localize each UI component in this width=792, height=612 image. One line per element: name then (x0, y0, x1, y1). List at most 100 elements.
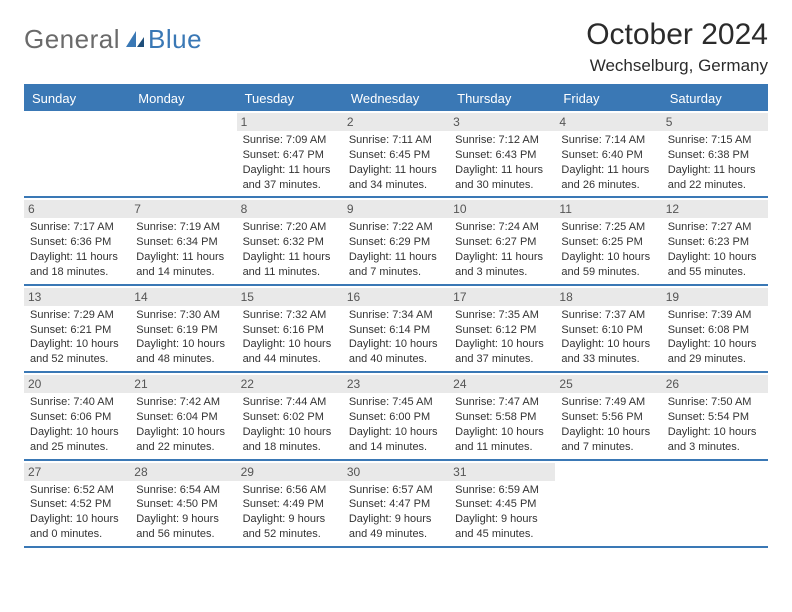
day-cell (555, 461, 661, 546)
info-line: and 7 minutes. (561, 440, 655, 455)
day-info: Sunrise: 7:42 AMSunset: 6:04 PMDaylight:… (136, 395, 230, 454)
day-number: 18 (555, 288, 661, 306)
day-number: 31 (449, 463, 555, 481)
day-cell: 16 Sunrise: 7:34 AMSunset: 6:14 PMDayligh… (343, 286, 449, 371)
info-line: Sunset: 6:47 PM (243, 148, 337, 163)
day-cell: 24Sunrise: 7:47 AMSunset: 5:58 PMDayligh… (449, 373, 555, 458)
info-line: Sunrise: 6:54 AM (136, 483, 230, 498)
info-line: and 3 minutes. (668, 440, 762, 455)
info-line: Sunrise: 7:49 AM (561, 395, 655, 410)
page-title: October 2024 (586, 18, 768, 52)
day-number: 2 (343, 113, 449, 131)
info-line: Daylight: 10 hours (30, 425, 124, 440)
logo-sail-icon (124, 29, 146, 51)
info-line: Sunrise: 7:24 AM (455, 220, 549, 235)
day-info: Sunrise: 7:35 AMSunset: 6:12 PMDaylight:… (455, 308, 549, 367)
info-line: Sunset: 4:45 PM (455, 497, 549, 512)
day-info: Sunrise: 7:49 AMSunset: 5:56 PMDaylight:… (561, 395, 655, 454)
day-number: 20 (24, 375, 130, 393)
day-number: 7 (130, 200, 236, 218)
dow-monday: Monday (130, 86, 236, 111)
info-line: Sunrise: 7:35 AM (455, 308, 549, 323)
info-line: and 56 minutes. (136, 527, 230, 542)
day-info: Sunrise: 7:17 AMSunset: 6:36 PMDaylight:… (30, 220, 124, 279)
day-info: Sunrise: 6:56 AMSunset: 4:49 PMDaylight:… (243, 483, 337, 542)
info-line: Daylight: 9 hours (455, 512, 549, 527)
day-number: 14 (130, 288, 236, 306)
day-cell (662, 461, 768, 546)
day-info: Sunrise: 7:19 AMSunset: 6:34 PMDaylight:… (136, 220, 230, 279)
day-info: Sunrise: 6:54 AMSunset: 4:50 PMDaylight:… (136, 483, 230, 542)
info-line: Daylight: 11 hours (349, 163, 443, 178)
day-info: Sunrise: 7:30 AMSunset: 6:19 PMDaylight:… (136, 308, 230, 367)
day-cell: 14 Sunrise: 7:30 AMSunset: 6:19 PMDayligh… (130, 286, 236, 371)
info-line: Daylight: 10 hours (668, 425, 762, 440)
info-line: and 22 minutes. (668, 178, 762, 193)
info-line: and 48 minutes. (136, 352, 230, 367)
day-cell: 28 Sunrise: 6:54 AMSunset: 4:50 PMDayligh… (130, 461, 236, 546)
dow-thursday: Thursday (449, 86, 555, 111)
info-line: and 18 minutes. (30, 265, 124, 280)
day-number: 22 (237, 375, 343, 393)
day-info: Sunrise: 7:29 AMSunset: 6:21 PMDaylight:… (30, 308, 124, 367)
day-number: 10 (449, 200, 555, 218)
info-line: Sunset: 6:34 PM (136, 235, 230, 250)
info-line: and 40 minutes. (349, 352, 443, 367)
info-line: Sunset: 6:32 PM (243, 235, 337, 250)
day-number: 12 (662, 200, 768, 218)
day-cell: 27Sunrise: 6:52 AMSunset: 4:52 PMDayligh… (24, 461, 130, 546)
day-number: 17 (449, 288, 555, 306)
info-line: Daylight: 11 hours (243, 163, 337, 178)
info-line: Sunset: 5:54 PM (668, 410, 762, 425)
day-info: Sunrise: 7:37 AMSunset: 6:10 PMDaylight:… (561, 308, 655, 367)
info-line: Sunset: 6:27 PM (455, 235, 549, 250)
day-number: 16 (343, 288, 449, 306)
day-info: Sunrise: 7:15 AMSunset: 6:38 PMDaylight:… (668, 133, 762, 192)
info-line: Sunset: 6:21 PM (30, 323, 124, 338)
day-cell: 18 Sunrise: 7:37 AMSunset: 6:10 PMDayligh… (555, 286, 661, 371)
info-line: and 33 minutes. (561, 352, 655, 367)
day-number: 8 (237, 200, 343, 218)
day-cell: 25 Sunrise: 7:49 AMSunset: 5:56 PMDayligh… (555, 373, 661, 458)
info-line: Sunset: 6:38 PM (668, 148, 762, 163)
day-info: Sunrise: 7:25 AMSunset: 6:25 PMDaylight:… (561, 220, 655, 279)
day-cell: 30Sunrise: 6:57 AMSunset: 4:47 PMDayligh… (343, 461, 449, 546)
info-line: and 26 minutes. (561, 178, 655, 193)
info-line: Sunset: 6:29 PM (349, 235, 443, 250)
day-cell: 5Sunrise: 7:15 AMSunset: 6:38 PMDaylight… (662, 111, 768, 196)
info-line: Daylight: 11 hours (136, 250, 230, 265)
day-cell: 19Sunrise: 7:39 AMSunset: 6:08 PMDayligh… (662, 286, 768, 371)
day-info: Sunrise: 6:52 AMSunset: 4:52 PMDaylight:… (30, 483, 124, 542)
info-line: Daylight: 9 hours (349, 512, 443, 527)
weeks-container: 1Sunrise: 7:09 AMSunset: 6:47 PMDaylight… (24, 111, 768, 548)
day-cell: 7 Sunrise: 7:19 AMSunset: 6:34 PMDaylight… (130, 198, 236, 283)
info-line: and 25 minutes. (30, 440, 124, 455)
day-number: 28 (130, 463, 236, 481)
day-cell: 21Sunrise: 7:42 AMSunset: 6:04 PMDayligh… (130, 373, 236, 458)
day-number: 25 (555, 375, 661, 393)
day-info: Sunrise: 7:44 AMSunset: 6:02 PMDaylight:… (243, 395, 337, 454)
dow-sunday: Sunday (24, 86, 130, 111)
day-info: Sunrise: 6:57 AMSunset: 4:47 PMDaylight:… (349, 483, 443, 542)
day-info: Sunrise: 7:24 AMSunset: 6:27 PMDaylight:… (455, 220, 549, 279)
info-line: Sunset: 5:58 PM (455, 410, 549, 425)
info-line: Daylight: 11 hours (455, 163, 549, 178)
info-line: Sunrise: 7:14 AM (561, 133, 655, 148)
info-line: Daylight: 10 hours (136, 425, 230, 440)
info-line: Daylight: 10 hours (349, 425, 443, 440)
info-line: and 45 minutes. (455, 527, 549, 542)
day-cell: 6Sunrise: 7:17 AMSunset: 6:36 PMDaylight… (24, 198, 130, 283)
info-line: Sunrise: 7:29 AM (30, 308, 124, 323)
info-line: Daylight: 11 hours (668, 163, 762, 178)
day-info: Sunrise: 7:32 AMSunset: 6:16 PMDaylight:… (243, 308, 337, 367)
day-info: Sunrise: 7:34 AMSunset: 6:14 PMDaylight:… (349, 308, 443, 367)
info-line: Sunrise: 7:11 AM (349, 133, 443, 148)
info-line: and 34 minutes. (349, 178, 443, 193)
day-info: Sunrise: 6:59 AMSunset: 4:45 PMDaylight:… (455, 483, 549, 542)
info-line: Sunrise: 7:22 AM (349, 220, 443, 235)
info-line: Sunrise: 6:59 AM (455, 483, 549, 498)
info-line: Sunset: 4:50 PM (136, 497, 230, 512)
day-cell: 11Sunrise: 7:25 AMSunset: 6:25 PMDayligh… (555, 198, 661, 283)
day-cell: 13Sunrise: 7:29 AMSunset: 6:21 PMDayligh… (24, 286, 130, 371)
logo-text-blue: Blue (148, 24, 202, 55)
